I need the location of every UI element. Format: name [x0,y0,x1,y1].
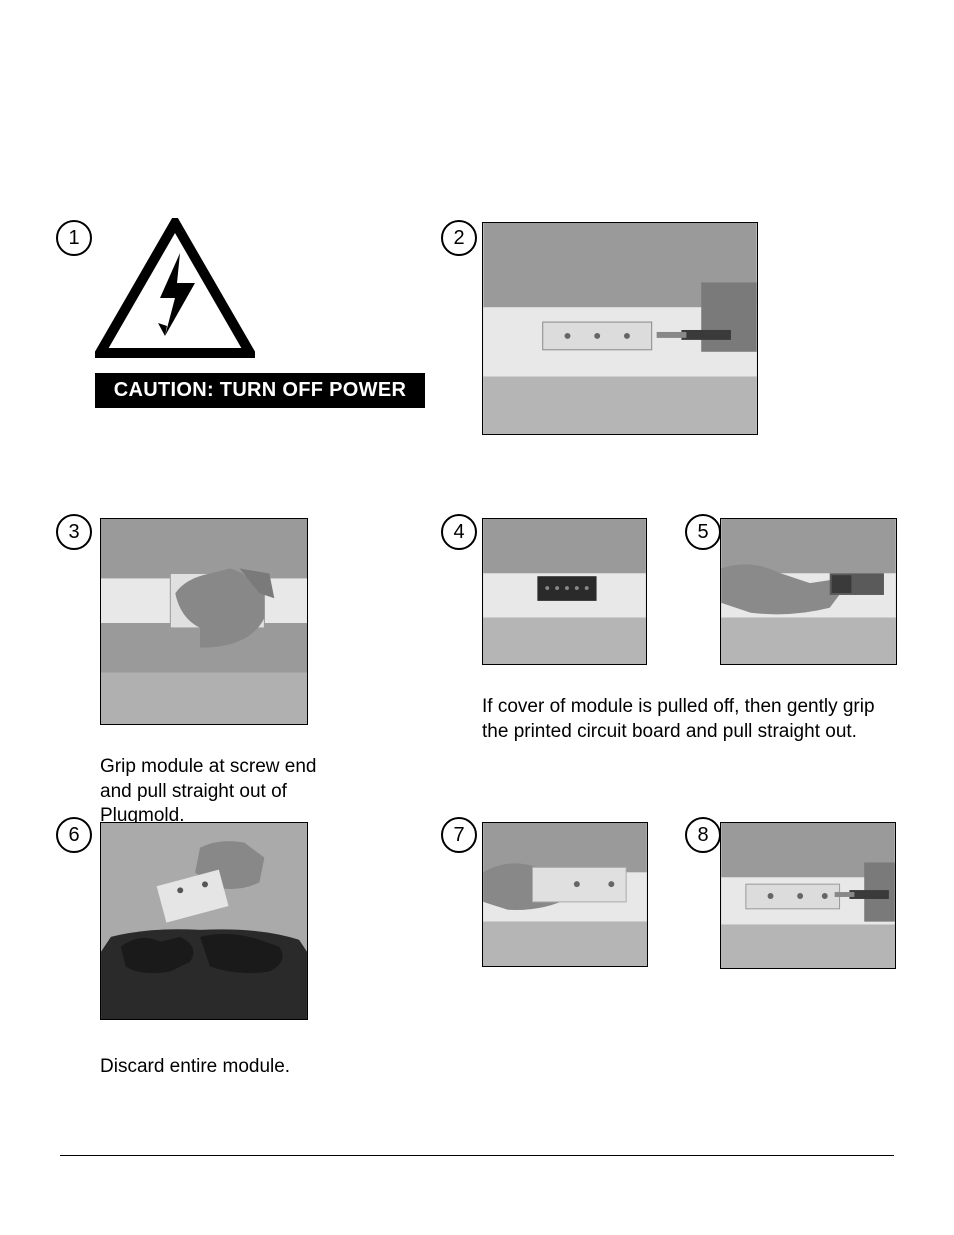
step-1: 1 [56,220,92,256]
footer-divider [60,1155,894,1156]
step-number-2: 2 [441,220,477,256]
step-5: 5 [685,514,721,550]
step-number-1: 1 [56,220,92,256]
caution-label: CAUTION: TURN OFF POWER [95,373,425,408]
photo-step-7 [482,822,648,967]
step-6: 6 [56,817,92,853]
electrical-hazard-icon [95,218,255,358]
caption-step-6: Discard entire module. [100,1055,320,1080]
photo-step-5 [720,518,897,665]
photo-step-4 [482,518,647,665]
caption-step-4-5: If cover of module is pulled off, then g… [482,695,897,744]
caption-step-3: Grip module at screw end and pull straig… [100,755,320,829]
step-number-8: 8 [685,817,721,853]
step-4: 4 [441,514,477,550]
step-8: 8 [685,817,721,853]
step-number-4: 4 [441,514,477,550]
step-number-7: 7 [441,817,477,853]
step-number-3: 3 [56,514,92,550]
step-7: 7 [441,817,477,853]
step-3: 3 [56,514,92,550]
photo-step-8 [720,822,896,969]
warning-block: CAUTION: TURN OFF POWER [95,218,425,408]
photo-step-6 [100,822,308,1020]
step-number-5: 5 [685,514,721,550]
photo-step-3 [100,518,308,725]
photo-step-2 [482,222,758,435]
step-number-6: 6 [56,817,92,853]
instruction-page: 1 CAUTION: TURN OFF POWER 2 3 [0,0,954,270]
step-2: 2 [441,220,477,256]
